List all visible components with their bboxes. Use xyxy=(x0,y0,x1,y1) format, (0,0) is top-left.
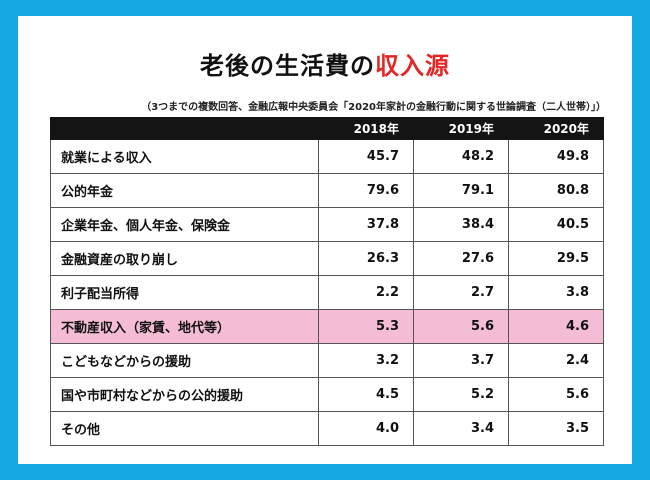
title-accent: 収入源 xyxy=(375,52,450,80)
value-cell: 45.7 xyxy=(318,139,414,174)
value-cell: 80.8 xyxy=(508,173,604,208)
row-label: 利子配当所得 xyxy=(50,275,319,310)
table-row: 就業による収入 45.7 48.2 49.8 xyxy=(50,139,604,174)
value-cell: 2.2 xyxy=(318,275,414,310)
value-cell: 48.2 xyxy=(413,139,509,174)
value-cell: 37.8 xyxy=(318,207,414,242)
row-label: 就業による収入 xyxy=(50,139,319,174)
title-main: 老後の生活費の xyxy=(200,52,375,80)
value-cell: 2.7 xyxy=(413,275,509,310)
table-body: 就業による収入 45.7 48.2 49.8 公的年金 79.6 79.1 80.8 企業年金、… xyxy=(50,139,604,446)
value-cell: 3.8 xyxy=(508,275,604,310)
value-cell: 5.2 xyxy=(413,377,509,412)
value-cell: 79.1 xyxy=(413,173,509,208)
table-row: 企業年金、個人年金、保険金 37.8 38.4 40.5 xyxy=(50,207,604,242)
row-label: こどもなどからの援助 xyxy=(50,343,319,378)
value-cell: 4.5 xyxy=(318,377,414,412)
table-card: 老後の生活費の収入源 （3つまでの複数回答、金融広報中央委員会「2020年家計の… xyxy=(18,16,632,464)
value-cell: 5.6 xyxy=(508,377,604,412)
row-label: 国や市町村などからの公的援助 xyxy=(50,377,319,412)
value-cell: 3.4 xyxy=(413,411,509,446)
table-row: こどもなどからの援助 3.2 3.7 2.4 xyxy=(50,343,604,378)
column-header: 2019年 xyxy=(413,117,509,140)
value-cell: 27.6 xyxy=(413,241,509,276)
table-row: 利子配当所得 2.2 2.7 3.8 xyxy=(50,275,604,310)
value-cell: 3.5 xyxy=(508,411,604,446)
value-cell: 40.5 xyxy=(508,207,604,242)
value-cell: 79.6 xyxy=(318,173,414,208)
value-cell: 3.2 xyxy=(318,343,414,378)
row-label: 不動産収入（家賃、地代等） xyxy=(50,309,319,344)
value-cell: 2.4 xyxy=(508,343,604,378)
value-cell: 5.3 xyxy=(318,309,414,344)
value-cell: 49.8 xyxy=(508,139,604,174)
row-label: その他 xyxy=(50,411,319,446)
column-header: 2018年 xyxy=(318,117,414,140)
table-row: 公的年金 79.6 79.1 80.8 xyxy=(50,173,604,208)
row-label: 金融資産の取り崩し xyxy=(50,241,319,276)
source-note: （3つまでの複数回答、金融広報中央委員会「2020年家計の金融行動に関する世論調… xyxy=(141,102,606,113)
row-label: 企業年金、個人年金、保険金 xyxy=(50,207,319,242)
value-cell: 4.6 xyxy=(508,309,604,344)
value-cell: 3.7 xyxy=(413,343,509,378)
table-row: 金融資産の取り崩し 26.3 27.6 29.5 xyxy=(50,241,604,276)
value-cell: 29.5 xyxy=(508,241,604,276)
table-row: 不動産収入（家賃、地代等） 5.3 5.6 4.6 xyxy=(50,309,604,344)
data-table: 2018年 2019年 2020年 就業による収入 45.7 48.2 49.8 公的年… xyxy=(50,117,604,446)
value-cell: 26.3 xyxy=(318,241,414,276)
row-label: 公的年金 xyxy=(50,173,319,208)
value-cell: 5.6 xyxy=(413,309,509,344)
column-header: 2020年 xyxy=(508,117,604,140)
table-row: その他 4.0 3.4 3.5 xyxy=(50,411,604,446)
table-row: 国や市町村などからの公的援助 4.5 5.2 5.6 xyxy=(50,377,604,412)
value-cell: 38.4 xyxy=(413,207,509,242)
header-corner xyxy=(50,117,319,140)
header-row: 2018年 2019年 2020年 xyxy=(50,117,604,140)
chart-title: 老後の生活費の収入源 xyxy=(18,46,632,81)
value-cell: 4.0 xyxy=(318,411,414,446)
